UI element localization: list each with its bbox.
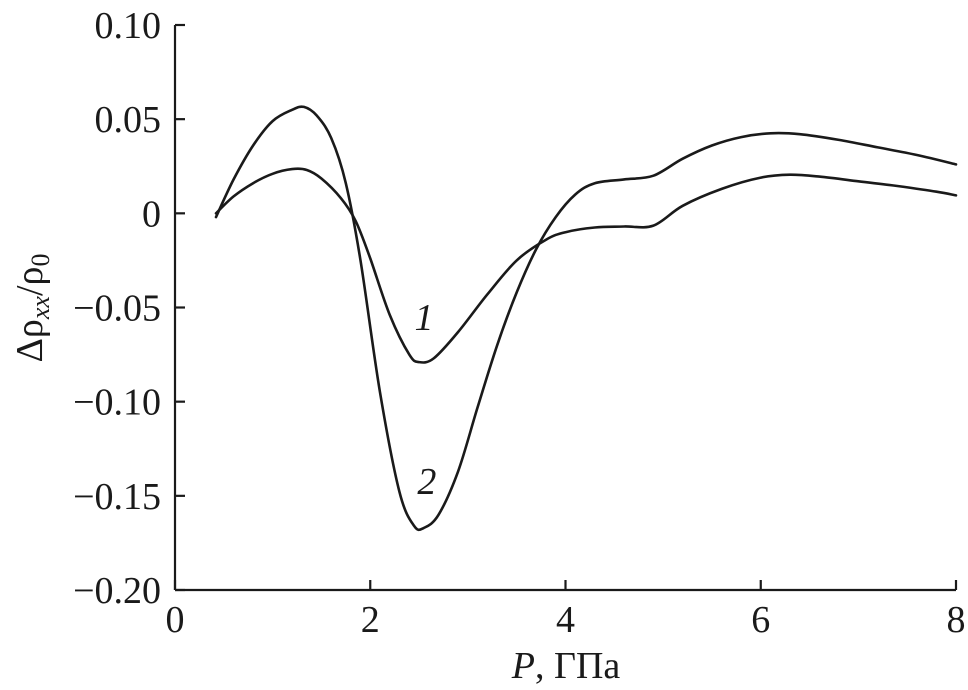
series-line-1 (214, 167, 958, 364)
x-tick-label: 4 (556, 599, 575, 641)
series-label-1: 1 (414, 297, 433, 339)
y-tick-label: 0.05 (95, 99, 162, 141)
x-axis-unit: , ГПа (535, 645, 620, 687)
x-tick-label: 0 (166, 599, 185, 641)
x-tick-label: 2 (361, 599, 380, 641)
series-label-2: 2 (417, 461, 436, 503)
y-tick-label: −0.10 (73, 382, 161, 424)
series-group (214, 105, 958, 532)
x-axis-variable: P (511, 645, 535, 687)
ticks (173, 23, 958, 592)
x-tick-label: 6 (751, 599, 770, 641)
y-tick-label: −0.20 (73, 570, 161, 612)
y-tick-label: 0.10 (95, 5, 162, 47)
y-tick-label: −0.15 (73, 476, 161, 518)
y-tick-label: 0 (142, 193, 161, 235)
y-tick-label: −0.05 (73, 288, 161, 330)
x-axis-title: P, ГПа (511, 645, 621, 687)
x-tick-label: 8 (947, 599, 966, 641)
series-labels: 12 (414, 297, 436, 503)
series-line-2 (214, 105, 958, 532)
tick-labels: 0 2 4 6 8 0.10 0.05 0 −0.05 −0.10 −0.15 −0.20 (73, 5, 965, 641)
y-axis-title: Δρxx/ρ0 (9, 253, 55, 362)
